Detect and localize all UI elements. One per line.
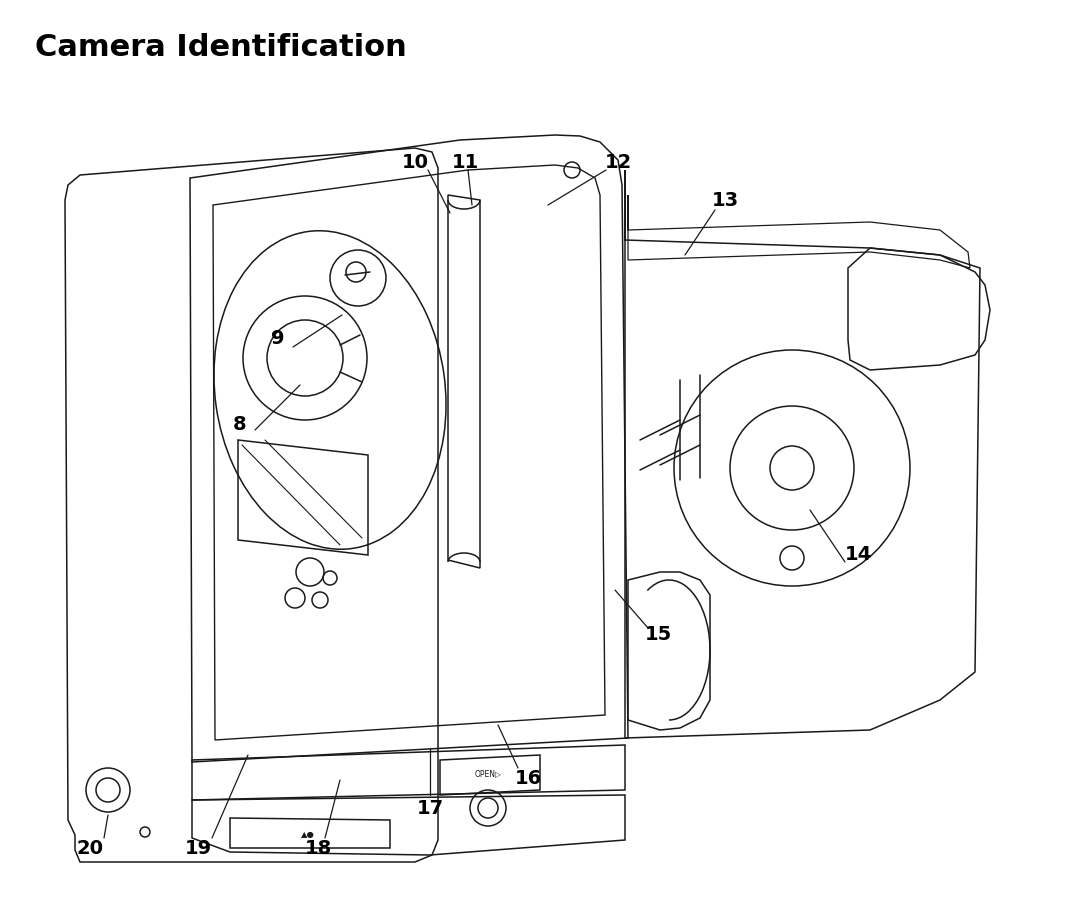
- Text: 16: 16: [514, 768, 542, 787]
- Text: ▲●: ▲●: [301, 830, 315, 838]
- Text: OPEN▷: OPEN▷: [474, 770, 501, 778]
- Text: 18: 18: [305, 838, 332, 857]
- Text: 11: 11: [451, 153, 478, 172]
- Text: 9: 9: [271, 328, 285, 347]
- Text: 17: 17: [417, 798, 444, 817]
- Text: 10: 10: [402, 153, 429, 172]
- Text: 15: 15: [645, 625, 672, 644]
- Text: 12: 12: [605, 153, 632, 172]
- Text: Camera Identification: Camera Identification: [35, 34, 407, 63]
- Text: 8: 8: [233, 415, 247, 435]
- Text: 13: 13: [712, 191, 739, 209]
- Text: 20: 20: [77, 838, 104, 857]
- Text: 14: 14: [845, 545, 872, 564]
- Text: 19: 19: [185, 838, 212, 857]
